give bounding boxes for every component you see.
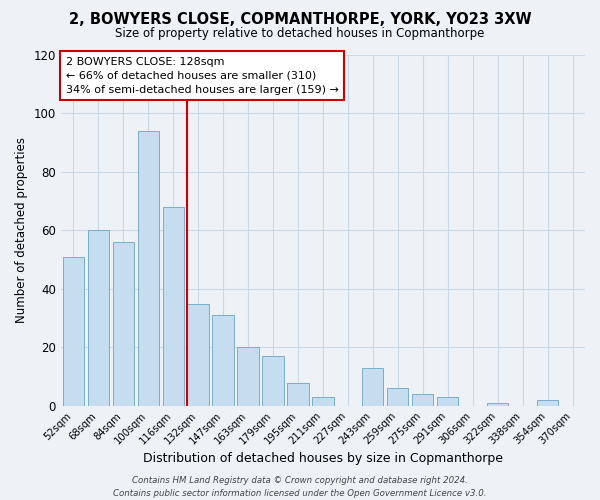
Text: 2, BOWYERS CLOSE, COPMANTHORPE, YORK, YO23 3XW: 2, BOWYERS CLOSE, COPMANTHORPE, YORK, YO…: [68, 12, 532, 28]
Bar: [163, 207, 184, 406]
Bar: [537, 400, 558, 406]
Y-axis label: Number of detached properties: Number of detached properties: [15, 138, 28, 324]
Bar: [88, 230, 109, 406]
Bar: [62, 257, 84, 406]
Bar: [362, 368, 383, 406]
Bar: [137, 131, 159, 406]
Text: Contains HM Land Registry data © Crown copyright and database right 2024.
Contai: Contains HM Land Registry data © Crown c…: [113, 476, 487, 498]
Bar: [437, 397, 458, 406]
Bar: [262, 356, 284, 406]
Bar: [212, 316, 233, 406]
Bar: [113, 242, 134, 406]
Bar: [238, 348, 259, 406]
Text: 2 BOWYERS CLOSE: 128sqm
← 66% of detached houses are smaller (310)
34% of semi-d: 2 BOWYERS CLOSE: 128sqm ← 66% of detache…: [66, 57, 339, 95]
Bar: [287, 382, 308, 406]
Text: Size of property relative to detached houses in Copmanthorpe: Size of property relative to detached ho…: [115, 28, 485, 40]
Bar: [187, 304, 209, 406]
Bar: [387, 388, 409, 406]
X-axis label: Distribution of detached houses by size in Copmanthorpe: Distribution of detached houses by size …: [143, 452, 503, 465]
Bar: [312, 397, 334, 406]
Bar: [412, 394, 433, 406]
Bar: [487, 403, 508, 406]
